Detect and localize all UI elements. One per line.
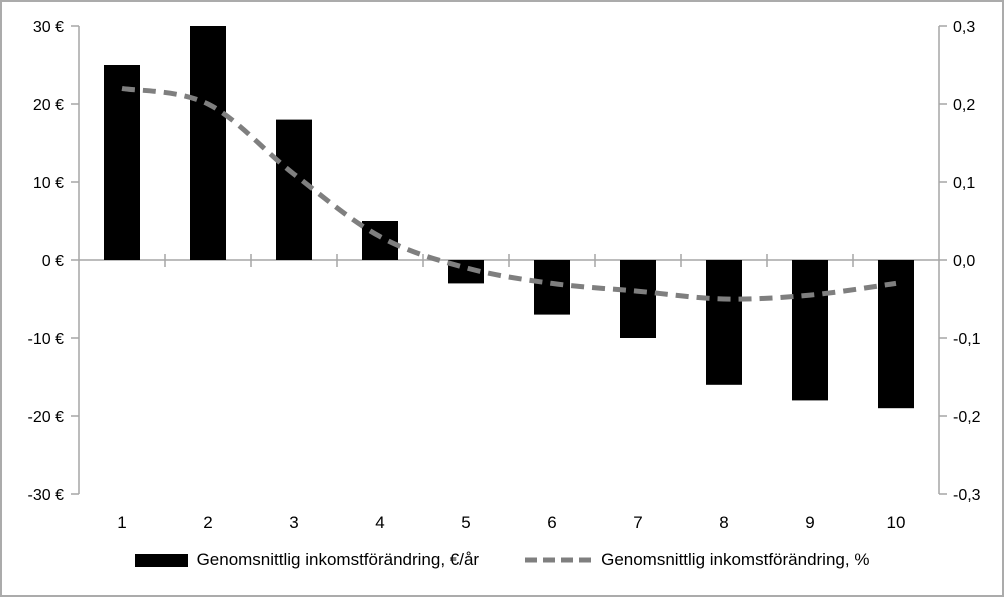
legend-item-line-series: Genomsnittlig inkomstförändring, %: [525, 550, 869, 570]
bar-decile-3: [276, 119, 312, 260]
bar-decile-6: [534, 260, 570, 315]
bar-decile-2: [190, 26, 226, 260]
x-axis-category-label: 7: [633, 513, 642, 532]
left-axis-tick-label: -20 €: [28, 409, 65, 426]
dashed-line-swatch: [525, 557, 593, 563]
right-axis-tick-label: -0,3: [953, 487, 981, 504]
bar-decile-7: [620, 260, 656, 338]
bar-decile-9: [792, 260, 828, 401]
x-axis-category-label: 6: [547, 513, 556, 532]
percent-change-line: [121, 85, 897, 302]
line-series-label: Genomsnittlig inkomstförändring, %: [601, 550, 870, 569]
left-axis-tick-label: -10 €: [28, 331, 65, 348]
right-axis-tick-label: -0,1: [953, 331, 981, 348]
right-axis-tick-label: 0,0: [953, 253, 975, 270]
right-axis-tick-label: 0,3: [953, 19, 975, 36]
bar-decile-8: [706, 260, 742, 385]
right-axis-tick-label: 0,2: [953, 97, 975, 114]
left-axis-tick-label: 20 €: [33, 97, 64, 114]
x-axis-category-label: 8: [719, 513, 728, 532]
x-axis-category-label: 9: [805, 513, 814, 532]
x-axis-category-label: 5: [461, 513, 470, 532]
x-axis-category-label: 10: [887, 513, 906, 532]
right-axis-tick-label: -0,2: [953, 409, 981, 426]
left-axis-tick-label: 10 €: [33, 175, 64, 192]
bar-series-swatch: [134, 553, 188, 567]
x-axis-category-label: 2: [203, 513, 212, 532]
bar-series-label: Genomsnittlig inkomstförändring, €/år: [196, 550, 480, 569]
right-axis-tick-label: 0,1: [953, 175, 975, 192]
bar-decile-10: [878, 260, 914, 409]
bar-decile-1: [104, 65, 140, 260]
x-axis-category-label: 3: [289, 513, 298, 532]
left-axis-tick-label: 30 €: [33, 19, 64, 36]
x-axis-category-label: 4: [375, 513, 384, 532]
legend-item-bar-series: Genomsnittlig inkomstförändring, €/år: [134, 550, 480, 570]
left-axis-tick-label: -30 €: [28, 487, 65, 504]
left-axis-tick-label: 0 €: [42, 253, 64, 270]
legend: Genomsnittlig inkomstförändring, €/år Ge…: [2, 550, 1002, 570]
x-axis-category-label: 1: [117, 513, 126, 532]
